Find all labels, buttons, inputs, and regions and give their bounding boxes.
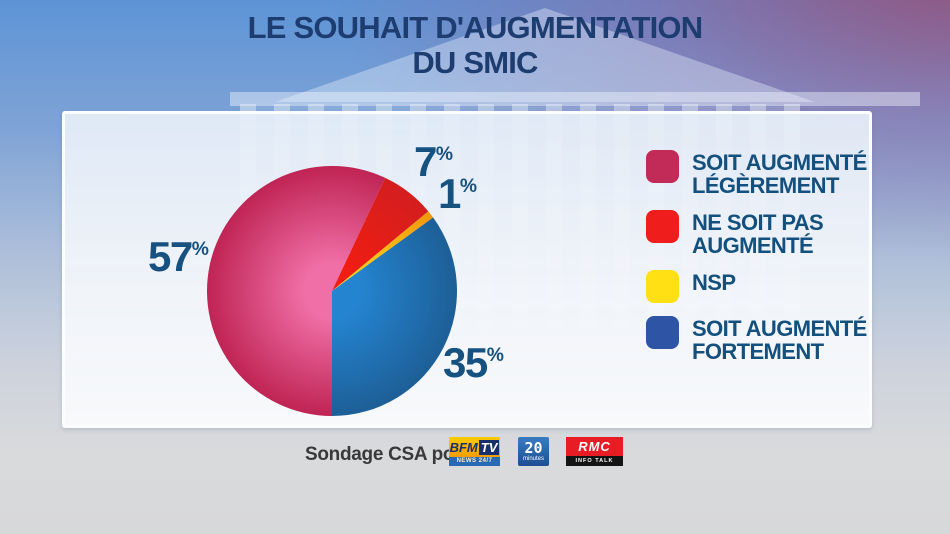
- pie-label-value: 1: [438, 170, 461, 217]
- legend-label: SOIT AUGMENTÉ FORTEMENT: [692, 316, 867, 364]
- 20minutes-logo: 20 minutes: [518, 437, 549, 466]
- pie-label-value: 35: [443, 339, 488, 386]
- rmc-logo-main: RMC: [566, 437, 623, 456]
- pie-slice-3: [332, 217, 458, 416]
- bfmtv-logo: BFM TV NEWS 24/7: [449, 437, 500, 466]
- building-pediment-decoration: [275, 8, 815, 102]
- survey-caption: Sondage CSA pour: [305, 444, 473, 465]
- bfmtv-logo-tagline: NEWS 24/7: [449, 457, 500, 466]
- percent-sign: %: [486, 345, 504, 366]
- 20minutes-logo-word: minutes: [522, 455, 544, 462]
- rmc-logo: RMC INFO TALK SPORT: [566, 437, 623, 466]
- bfmtv-logo-top: BFM TV: [449, 437, 500, 457]
- percent-sign: %: [191, 239, 209, 260]
- pie-chart: [206, 166, 458, 416]
- legend-item-pas-augmente: NE SOIT PAS AUGMENTÉ: [646, 210, 876, 257]
- legend-label: NE SOIT PAS AUGMENTÉ: [692, 210, 824, 258]
- percent-sign: %: [435, 144, 454, 165]
- title-line2: DU SMIC: [412, 45, 538, 80]
- pie-label-value: 7: [414, 138, 437, 185]
- page-title: LE SOUHAIT D'AUGMENTATION DU SMIC: [0, 10, 950, 80]
- pie-label-7: 7%: [414, 141, 453, 183]
- bfmtv-logo-bfm: BFM: [449, 439, 478, 455]
- legend-item-nsp: NSP: [646, 270, 876, 303]
- pie-label-1: 1%: [438, 173, 477, 215]
- 20minutes-logo-number: 20: [524, 438, 543, 457]
- legend-item-augmente-legerement: SOIT AUGMENTÉ LÉGÈREMENT: [646, 150, 876, 197]
- pie-label-value: 57: [148, 233, 193, 280]
- legend-item-augmente-fortement: SOIT AUGMENTÉ FORTEMENT: [646, 316, 876, 363]
- rmc-logo-tagline: INFO TALK SPORT: [566, 456, 623, 466]
- legend-swatch-red: [646, 210, 679, 243]
- pie-slice-1: [332, 177, 429, 291]
- pie-label-35: 35%: [443, 342, 504, 384]
- pie-label-57: 57%: [148, 236, 209, 278]
- chart-legend: SOIT AUGMENTÉ LÉGÈREMENT NE SOIT PAS AUG…: [646, 150, 876, 363]
- legend-swatch-blue: [646, 316, 679, 349]
- bfmtv-logo-tv: TV: [478, 439, 500, 455]
- pie-slice-0: [206, 166, 386, 416]
- legend-label: NSP: [692, 270, 736, 295]
- title-line1: LE SOUHAIT D'AUGMENTATION: [247, 10, 703, 45]
- building-entablature-decoration: [230, 92, 920, 106]
- legend-swatch-yellow: [646, 270, 679, 303]
- legend-swatch-pink: [646, 150, 679, 183]
- chart-panel: [62, 111, 872, 428]
- percent-sign: %: [459, 176, 478, 197]
- legend-label: SOIT AUGMENTÉ LÉGÈREMENT: [692, 150, 867, 198]
- pie-slice-2: [332, 211, 434, 291]
